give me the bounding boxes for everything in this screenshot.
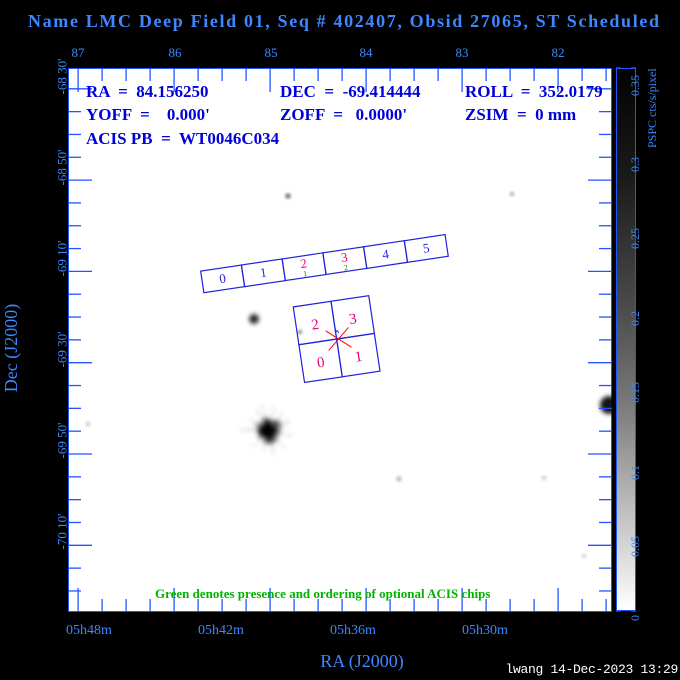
svg-text:5: 5 (422, 240, 431, 256)
svg-text:3: 3 (348, 311, 358, 328)
svg-text:4: 4 (381, 246, 390, 262)
svg-text:2: 2 (310, 317, 320, 334)
svg-text:0: 0 (218, 270, 227, 286)
svg-text:0: 0 (316, 355, 326, 372)
svg-text:1: 1 (259, 264, 268, 280)
svg-text:1: 1 (354, 349, 364, 366)
